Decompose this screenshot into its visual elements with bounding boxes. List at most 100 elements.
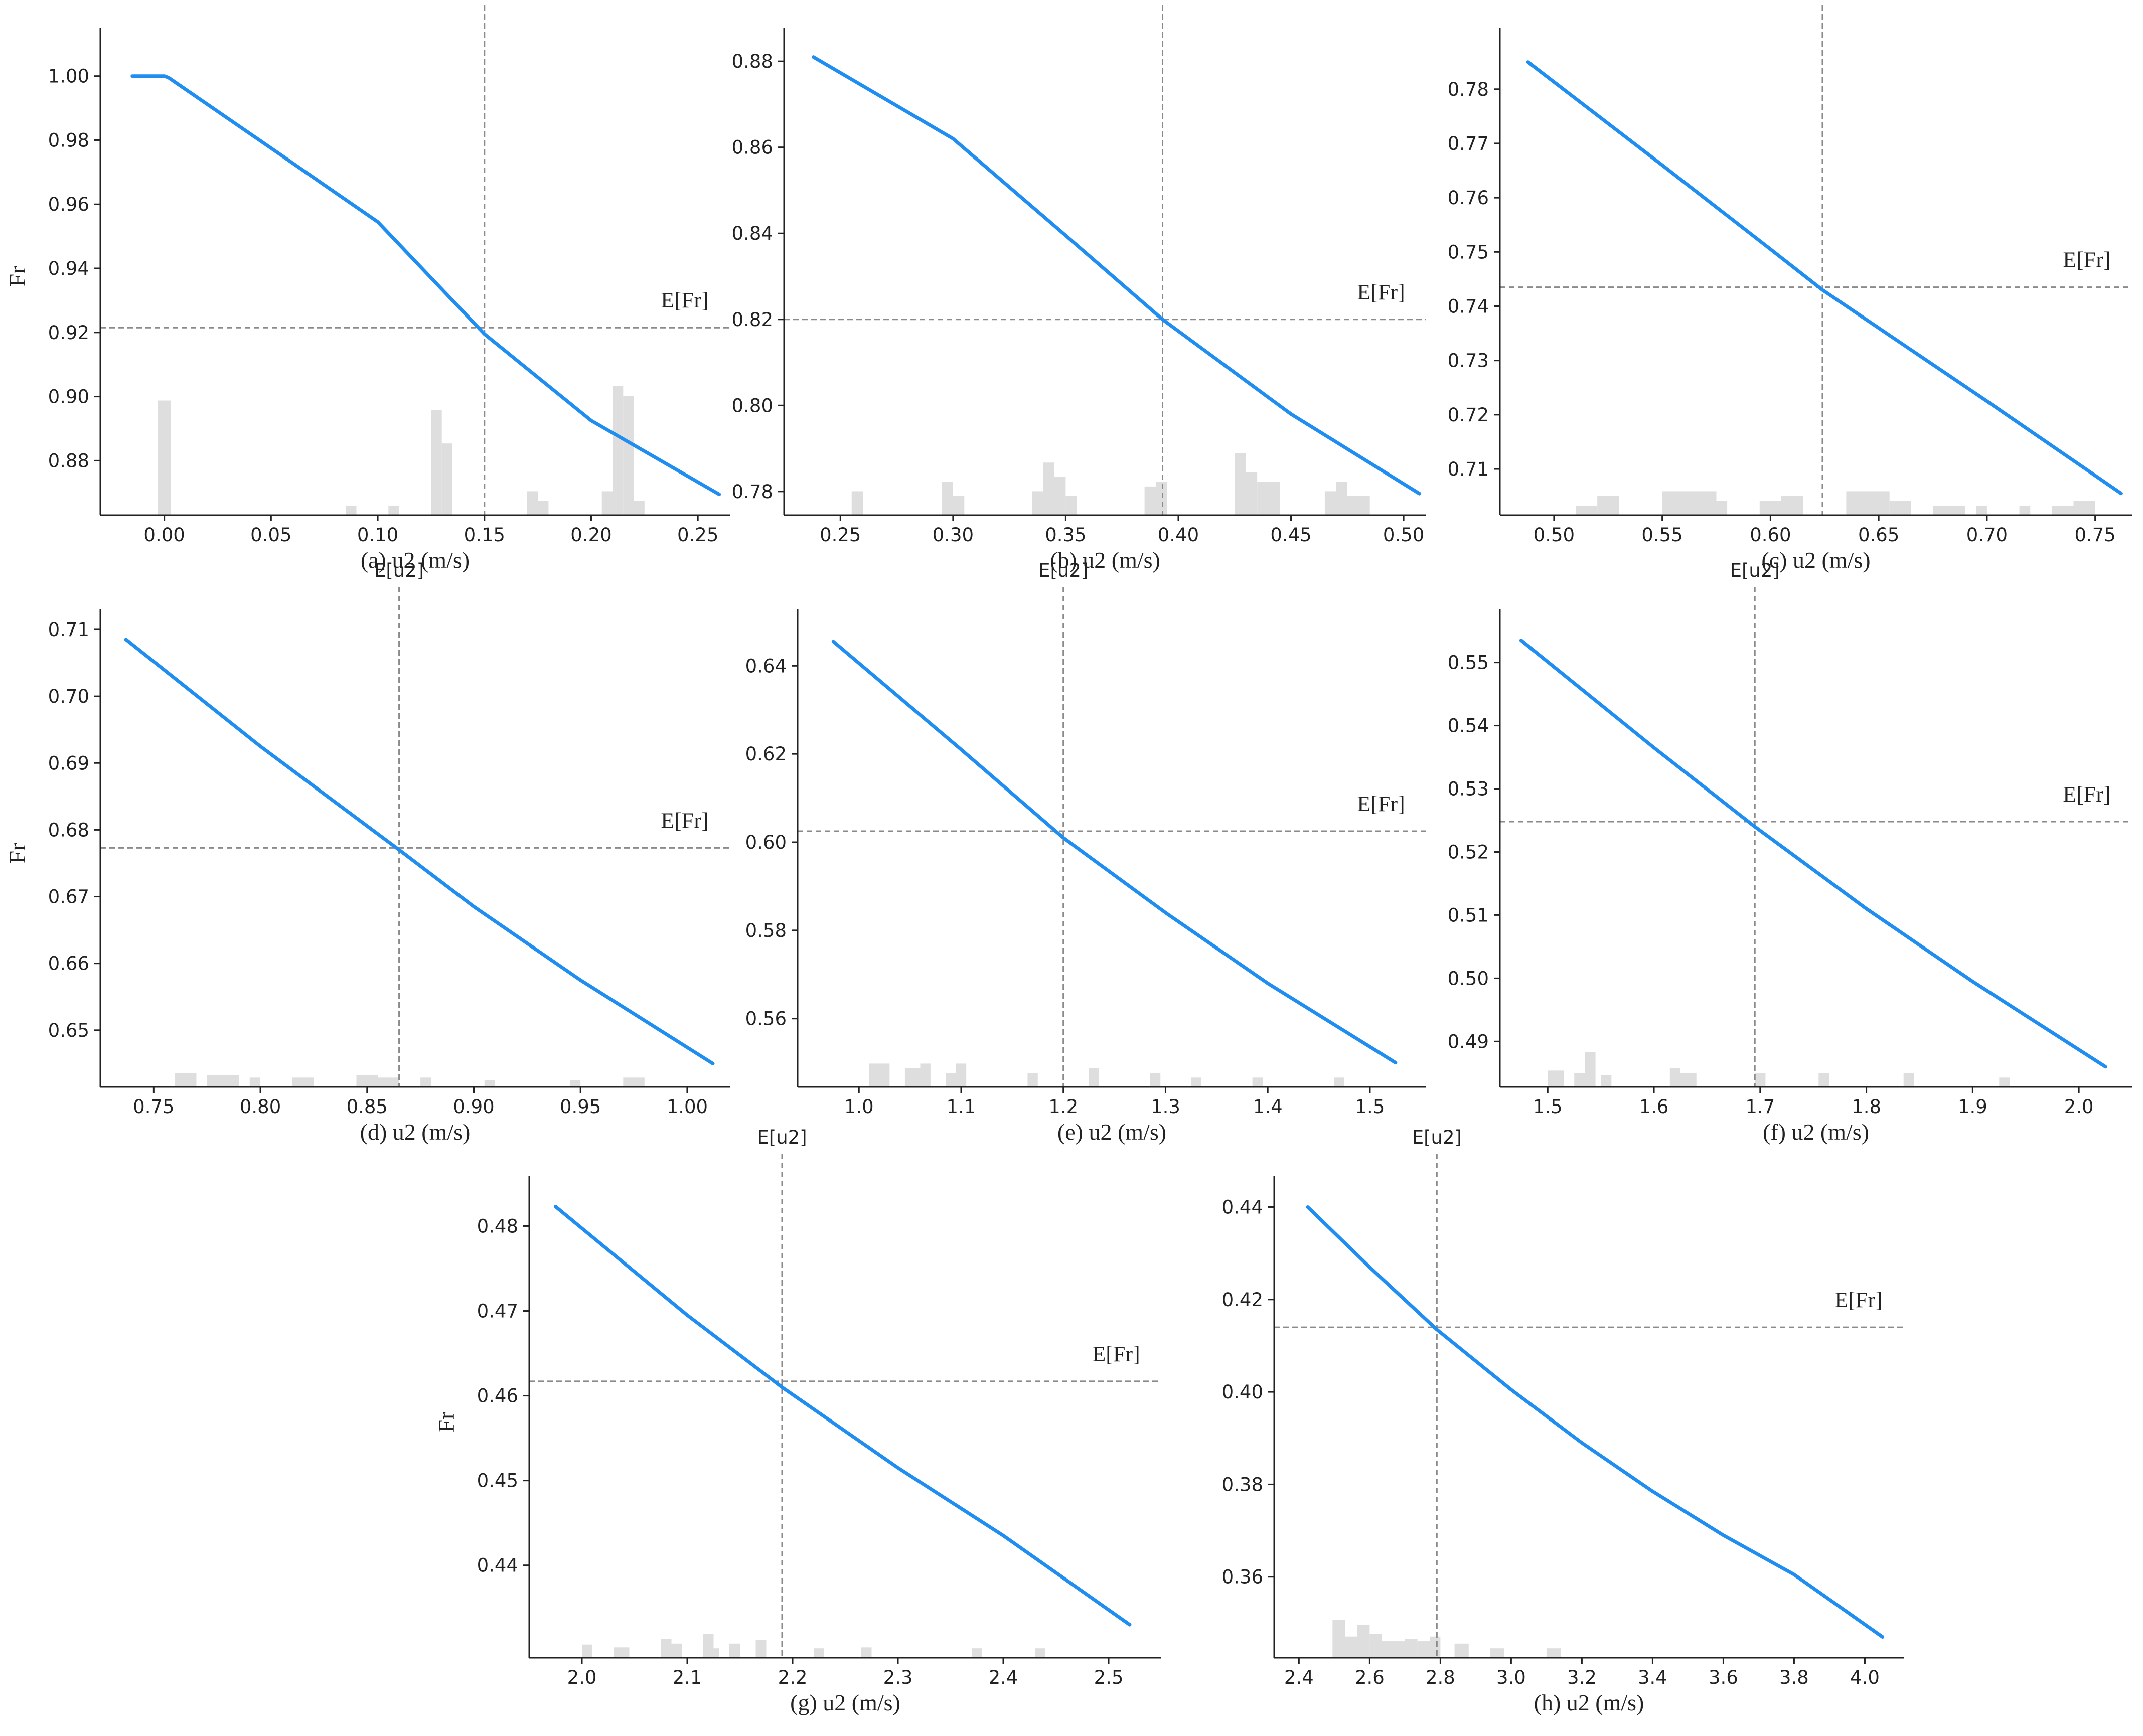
y-tick-label: 0.64 [745,655,787,677]
hist-bar [904,1068,921,1087]
mean-y-label: E[Fr] [661,808,708,833]
y-tick-label: 0.76 [1448,187,1489,209]
hist-bar [1546,1648,1561,1658]
pdp-curve [1306,1205,1885,1639]
x-tick-label: 0.10 [357,524,398,546]
hist-bar [2073,501,2095,515]
y-tick-label: 0.48 [477,1215,518,1237]
hist-bar [1933,505,1965,515]
x-tick-label: 1.8 [1852,1096,1881,1118]
x-tick-label: 0.25 [820,524,861,546]
x-tick-label: 2.4 [1284,1667,1314,1688]
hist-bar [946,1073,956,1087]
hist-bar [623,396,634,515]
y-tick-label: 0.58 [745,920,787,941]
hist-bar [1336,482,1347,515]
pdp-curve [124,638,715,1065]
hist-bar [1574,1073,1585,1087]
y-tick-label: 0.98 [48,129,89,151]
x-tick-label: 0.45 [1270,524,1311,546]
mean-y-label: E[Fr] [1834,1288,1882,1312]
y-tick-label: 0.77 [1448,133,1489,154]
hist-bar [1548,1070,1564,1087]
x-tick-label: 2.4 [989,1667,1018,1688]
y-axis-label: Fr [5,843,30,864]
x-tick-label: 0.80 [240,1096,281,1118]
y-tick-label: 0.70 [48,686,89,707]
hist-bar [1597,496,1619,515]
hist-bar [1257,482,1280,515]
hist-bar [972,1648,982,1658]
x-tick-label: 3.2 [1567,1667,1597,1688]
x-tick-label: 4.0 [1850,1667,1880,1688]
hist-bar [1382,1641,1405,1658]
x-tick-label: 0.25 [677,524,718,546]
y-tick-label: 0.82 [732,309,773,331]
y-axis-label: Fr [5,266,30,287]
hist-bar [1976,505,1987,515]
y-tick-label: 0.55 [1448,652,1489,674]
x-tick-label: 3.8 [1779,1667,1809,1688]
hist-bar [420,1077,431,1087]
x-tick-label: 3.0 [1496,1667,1526,1688]
hist-bar [755,1640,767,1658]
hist-bar [378,1077,399,1087]
x-tick-label: 0.00 [143,524,185,546]
hist-bar [1781,496,1803,515]
hist-bar [158,400,171,515]
mean-y-label: E[Fr] [1357,280,1405,304]
hist-bar [1868,491,1890,515]
y-tick-label: 0.53 [1448,778,1489,800]
hist-bar [614,1647,630,1658]
pdp-curve [554,1205,1132,1627]
x-axis-label: (b) u2 (m/s) [1050,547,1160,573]
hist-bar [1454,1643,1469,1658]
y-tick-label: 0.44 [477,1555,518,1576]
hist-bar [814,1648,824,1658]
panel-a: 0.00 0.05 0.10 0.15 0.20 0.25 0.88 0.90 0.92 0.94… [5,5,730,573]
hist-bar [1043,462,1054,515]
y-tick-label: 0.36 [1222,1566,1263,1588]
panel-e: 1.0 1.1 1.2 1.3 1.4 1.5 0.56 0.58 0.60 0.62 0.64 E[… [745,560,1426,1145]
hist-bar [661,1639,672,1658]
x-tick-label: 2.1 [673,1667,702,1688]
y-tick-label: 0.66 [48,953,89,975]
y-tick-label: 0.45 [477,1470,518,1492]
x-tick-label: 1.1 [947,1096,976,1118]
hist-bar [1332,1620,1345,1658]
hist-bar [1490,1648,1504,1658]
y-tick-label: 0.62 [745,743,787,765]
hist-bar [1252,1077,1263,1087]
y-tick-label: 0.78 [732,481,773,503]
pdp-curve [1519,639,2107,1069]
x-tick-label: 1.0 [844,1096,874,1118]
x-tick-label: 1.5 [1355,1096,1385,1118]
hist-bar [346,505,357,515]
hist-bar [851,491,863,515]
x-tick-label: 0.15 [464,524,505,546]
y-tick-label: 0.84 [732,223,773,244]
hist-bar [1601,1075,1612,1087]
hist-bar [671,1643,682,1658]
x-tick-label: 1.9 [1958,1096,1987,1118]
hist-bar [1054,477,1066,515]
hist-bar [729,1643,740,1658]
panel-f: 1.5 1.6 1.7 1.8 1.9 2.0 0.49 0.50 0.51 0.52 0.53 0.… [1448,560,2132,1145]
hist-bar [1369,1634,1383,1658]
hist-bar [634,501,645,515]
y-tick-label: 0.51 [1448,904,1489,926]
hist-bar [1430,1636,1441,1658]
y-tick-label: 0.40 [1222,1381,1263,1403]
x-tick-label: 0.60 [1750,524,1791,546]
x-tick-label: 2.8 [1426,1667,1455,1688]
panel-b: 0.25 0.30 0.35 0.40 0.45 0.50 0.78 0.80 0.82 0.84… [732,5,1426,573]
mean-y-label: E[Fr] [1357,792,1405,816]
hist-bar [207,1075,239,1087]
y-tick-label: 0.50 [1448,968,1489,989]
mean-x-label: E[u2] [1730,560,1780,581]
x-tick-label: 1.4 [1253,1096,1283,1118]
x-axis-label: (a) u2 (m/s) [361,547,470,573]
hist-bar [538,501,549,515]
hist-bar [249,1077,261,1087]
